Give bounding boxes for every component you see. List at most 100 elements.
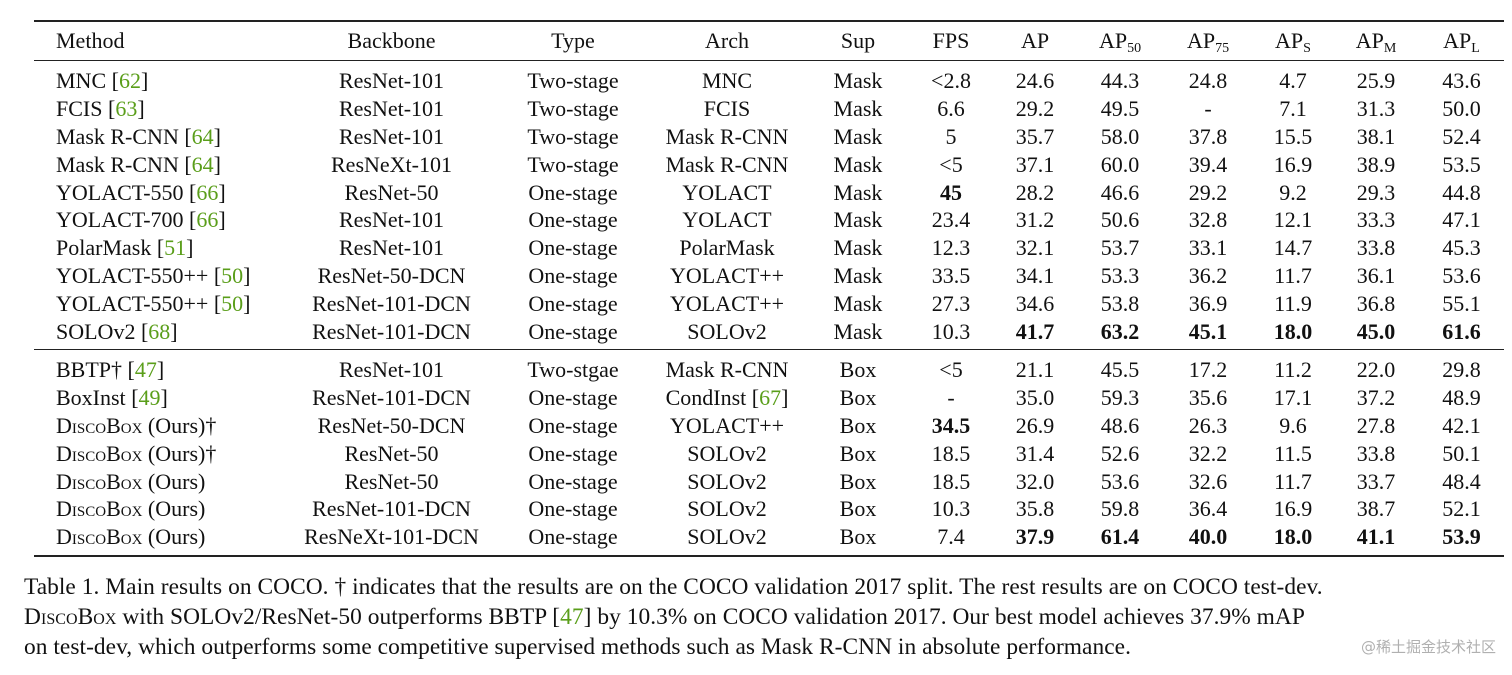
table-cell: 4.7 — [1279, 68, 1307, 94]
table-cell: 55.1 — [1442, 290, 1481, 316]
table-cell: 18.5 — [931, 440, 971, 466]
table-cell: One-stage — [528, 468, 618, 494]
table-cell: YOLACT++ — [669, 262, 785, 288]
table-cell: ResNet-101-DCN — [312, 385, 471, 411]
column-header: Backbone — [347, 28, 436, 53]
table-cell: 25.9 — [1356, 68, 1396, 94]
table-cell: ResNet-50 — [344, 468, 439, 494]
table-cell: 37.1 — [1015, 151, 1055, 177]
column-header: APS — [1275, 28, 1311, 56]
table-cell: 53.3 — [1100, 262, 1140, 288]
table-cell: 11.9 — [1274, 290, 1312, 316]
method-cell: DiscoBox (Ours)† — [56, 440, 217, 466]
table-cell: 11.5 — [1274, 440, 1312, 466]
table-cell: 58.0 — [1100, 123, 1140, 149]
table-cell: 17.1 — [1273, 385, 1313, 411]
table-cell: 44.3 — [1100, 68, 1140, 94]
table-cell: ResNet-101-DCN — [312, 496, 471, 522]
table-cell: 18.5 — [931, 468, 971, 494]
table-cell: PolarMask — [679, 235, 775, 261]
citation: 67 — [759, 385, 782, 411]
table-cell: Box — [839, 468, 877, 494]
table-row: YOLACT-550++ [50] ResNet-50-DCN One-stage Y… — [34, 262, 1504, 290]
citation: 49 — [138, 385, 161, 411]
table-cell: Box — [839, 385, 877, 411]
table-cell: 53.6 — [1100, 468, 1140, 494]
table-cell: 12.1 — [1273, 207, 1313, 233]
table-cell: 33.8 — [1356, 235, 1396, 261]
table-cell: 24.8 — [1188, 68, 1228, 94]
caption-discobox-name: DiscoBox — [24, 604, 117, 630]
caption-line-2: DiscoBox with SOLOv2/ResNet-50 outperfor… — [24, 602, 1504, 632]
table-cell: 29.2 — [1015, 96, 1055, 122]
table-cell: ResNeXt-101 — [331, 151, 452, 177]
table-cell: Box — [839, 496, 877, 522]
table-cell: 32.8 — [1188, 207, 1228, 233]
table-cell: Two-stage — [527, 123, 619, 149]
table-cell: <5 — [939, 357, 963, 383]
method-cell: BBTP† [47] — [56, 357, 165, 383]
method-cell: MNC [62] — [56, 68, 149, 94]
column-header: APM — [1355, 28, 1397, 56]
table-cell: 24.6 — [1015, 68, 1055, 94]
table-cell: Mask — [833, 290, 883, 316]
citation: 50 — [221, 290, 244, 316]
table-cell: Box — [839, 412, 877, 438]
table-cell: 32.2 — [1188, 440, 1228, 466]
table-cell: 21.1 — [1015, 357, 1055, 383]
table-cell: YOLACT++ — [669, 290, 785, 316]
table-cell: 52.4 — [1442, 123, 1481, 149]
table-cell: MNC — [701, 68, 753, 94]
table-cell: 63.2 — [1100, 318, 1140, 344]
table-row: PolarMask [51] ResNet-101 One-stage PolarMa… — [34, 234, 1504, 262]
method-cell: SOLOv2 [68] — [56, 318, 178, 344]
table-cell: ResNet-50-DCN — [317, 262, 466, 288]
table-cell: 37.8 — [1188, 123, 1228, 149]
caption-line-1: Table 1. Main results on COCO. † indicat… — [24, 574, 1323, 600]
table-row: DiscoBox (Ours)† ResNet-50 One-stage SOLOv2… — [34, 439, 1504, 467]
table-cell: ResNet-101 — [338, 68, 445, 94]
table-cell: 53.5 — [1442, 151, 1481, 177]
table-cell: 46.6 — [1100, 179, 1140, 205]
watermark: @稀土掘金技术社区 — [1360, 638, 1496, 656]
table-cell: Box — [839, 440, 877, 466]
table-cell: ResNet-101-DCN — [312, 290, 471, 316]
column-header: Method — [56, 28, 125, 53]
table-cell: 6.6 — [937, 96, 965, 122]
table-cell: 32.6 — [1188, 468, 1228, 494]
table-cell: Mask — [833, 123, 883, 149]
citation: 66 — [196, 179, 219, 205]
table-cell: 42.1 — [1442, 412, 1481, 438]
table-cell: 29.8 — [1442, 357, 1481, 383]
table-cell: Mask R-CNN — [665, 123, 789, 149]
table-cell: One-stage — [528, 179, 618, 205]
table-cell: 11.7 — [1274, 468, 1312, 494]
table-cell: 22.0 — [1356, 357, 1396, 383]
method-cell: YOLACT-550++ [50] — [56, 290, 251, 316]
table-cell: FCIS — [703, 96, 751, 122]
table-group-box-supervised: BBTP† [47] ResNet-101 Two-stgae Mask R-CNN B… — [34, 349, 1504, 556]
citation: 64 — [191, 123, 214, 149]
table-row: DiscoBox (Ours) ResNeXt-101-DCN One-stage S… — [34, 523, 1504, 556]
table-cell: 34.6 — [1015, 290, 1055, 316]
table-cell: Two-stage — [527, 68, 619, 94]
table-cell: 45.0 — [1356, 318, 1396, 344]
table-row: YOLACT-550++ [50] ResNet-101-DCN One-stage… — [34, 289, 1504, 317]
table-cell: 53.9 — [1442, 524, 1481, 550]
table-cell: 36.1 — [1356, 262, 1396, 288]
table-cell: Mask — [833, 179, 883, 205]
method-cell: YOLACT-550++ [50] — [56, 262, 251, 288]
table-cell: 26.3 — [1188, 412, 1228, 438]
caption-text-b: ] by 10.3% on COCO validation 2017. Our … — [583, 604, 1305, 630]
table-cell: 31.3 — [1356, 96, 1396, 122]
caption-line-3: on test-dev, which outperforms some comp… — [24, 634, 1131, 660]
table-cell: 45.1 — [1188, 318, 1228, 344]
method-cell: Mask R-CNN [64] — [56, 151, 221, 177]
table-cell: 50.6 — [1100, 207, 1140, 233]
table-cell: 37.2 — [1356, 385, 1396, 411]
table-row: FCIS [63] ResNet-101 Two-stage FCIS Mask 6.6 2… — [34, 95, 1504, 123]
citation: 47 — [134, 357, 157, 383]
table-cell: 28.2 — [1015, 179, 1055, 205]
table-cell: 31.2 — [1015, 207, 1055, 233]
table-cell: Mask — [833, 207, 883, 233]
